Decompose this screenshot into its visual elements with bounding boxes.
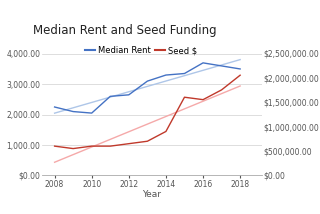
Text: Median Rent and Seed Funding: Median Rent and Seed Funding xyxy=(33,24,216,37)
X-axis label: Year: Year xyxy=(142,190,162,199)
Legend: Median Rent, Seed $: Median Rent, Seed $ xyxy=(82,43,200,58)
